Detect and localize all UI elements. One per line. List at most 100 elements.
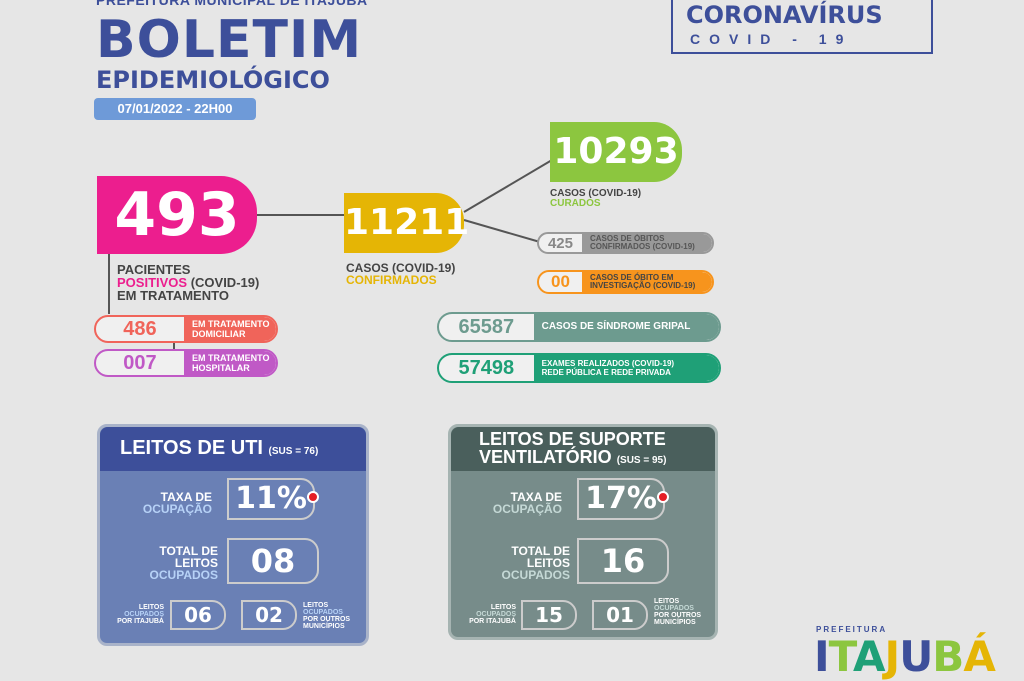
deaths-value: 425: [547, 234, 573, 252]
confirmed-label-2: CONFIRMADOS: [346, 273, 437, 287]
vent-title-2: VENTILATÓRIO: [479, 447, 612, 467]
home-treatment-label: EM TRATAMENTO DOMICILIAR: [183, 317, 276, 341]
covid-badge-title: CORONAVÍRUS: [686, 1, 883, 29]
deaths-investigation-label-2: INVESTIGAÇÃO (COVID-19): [589, 281, 696, 290]
logo-letter: B: [932, 632, 964, 681]
deaths-investigation-value: 00: [551, 272, 570, 291]
vent-itajuba-label-3: POR ITAJUBÁ: [469, 618, 516, 625]
uti-rate-label-1: TAXA DE: [160, 490, 212, 504]
positive-label: POSITIVOS: [117, 275, 188, 290]
vent-title-1: LEITOS DE SUPORTE: [479, 429, 666, 449]
exams-label-1: EXAMES REALIZADOS (COVID-19): [541, 359, 675, 368]
uti-others-label: LEITOS OCUPADOS POR OUTROS MUNICÍPIOS: [303, 602, 363, 630]
logo-letter: I: [814, 632, 830, 681]
vent-others-value: 01: [592, 600, 648, 630]
logo-letter: T: [828, 632, 854, 681]
home-treatment-pill: 486 EM TRATAMENTO DOMICILIAR: [94, 315, 278, 343]
connector-lines: [463, 159, 553, 243]
page-title: BOLETIM: [96, 10, 363, 70]
deaths-label-1: CASOS DE ÓBITOS: [589, 234, 665, 243]
connector-line: [108, 254, 110, 314]
covid-label: (COVID-19): [187, 275, 260, 290]
vent-others-label-2: OCUPADOS: [654, 605, 694, 612]
uti-rate-label-2: OCUPAÇÃO: [142, 502, 212, 516]
uti-itajuba-label-3: POR ITAJUBÁ: [117, 618, 164, 625]
treatment-count: 493: [97, 176, 257, 254]
uti-total-label-1: TOTAL DE: [159, 544, 218, 558]
deaths-label: CASOS DE ÓBITOS CONFIRMADOS (COVID-19): [581, 234, 712, 252]
hospital-label-2: HOSPITALAR: [191, 363, 250, 373]
exams-label-2: REDE PÚBLICA E REDE PRIVADA: [541, 368, 671, 377]
uti-total-label-3: OCUPADOS: [149, 568, 218, 582]
vent-itajuba-label-2: OCUPADOS: [476, 611, 516, 618]
vent-total-label: TOTAL DE LEITOS OCUPADOS: [480, 545, 570, 581]
treatment-label-1: PACIENTES: [117, 262, 191, 277]
uti-panel: LEITOS DE UTI (SUS = 76): [97, 424, 369, 646]
flu-pill: 65587 CASOS DE SÍNDROME GRIPAL: [437, 312, 721, 342]
uti-itajuba-label-2: OCUPADOS: [124, 611, 164, 618]
exams-value: 57498: [458, 356, 515, 379]
alert-dot-icon: [307, 491, 319, 503]
connector-line: [257, 214, 345, 216]
vent-panel-header: LEITOS DE SUPORTE VENTILATÓRIO (SUS = 95…: [451, 427, 715, 471]
logo-itajuba: ITAJUBÁ: [814, 632, 996, 681]
vent-itajuba-label: LEITOS OCUPADOS POR ITAJUBÁ: [458, 604, 516, 625]
uti-rate-value: 11%: [227, 478, 315, 520]
uti-itajuba-label: LEITOS OCUPADOS POR ITAJUBÁ: [106, 604, 164, 625]
hospital-treatment-value: 007: [123, 351, 157, 374]
uti-title: LEITOS DE UTI: [120, 437, 263, 459]
vent-total-label-3: OCUPADOS: [501, 568, 570, 582]
vent-itajuba-value: 15: [521, 600, 577, 630]
uti-total-label: TOTAL DE LEITOS OCUPADOS: [130, 545, 218, 581]
deaths-label-2: CONFIRMADOS (COVID-19): [589, 242, 695, 251]
vent-sus: (SUS = 95): [616, 455, 667, 466]
deaths-pill: 425 CASOS DE ÓBITOS CONFIRMADOS (COVID-1…: [537, 232, 714, 254]
municipality-label: PREFEITURA MUNICIPAL DE ITAJUBÁ: [96, 0, 368, 8]
vent-others-label-3: POR OUTROS: [654, 612, 702, 619]
uti-rate-label: TAXA DE OCUPAÇÃO: [130, 491, 212, 515]
alert-dot-icon: [657, 491, 669, 503]
uti-others-label-2: OCUPADOS: [303, 609, 343, 616]
vent-itajuba-label-1: LEITOS: [490, 604, 516, 611]
flu-value: 65587: [458, 315, 515, 338]
uti-panel-header: LEITOS DE UTI (SUS = 76): [100, 427, 366, 471]
home-treatment-value: 486: [123, 317, 157, 340]
deaths-investigation-pill: 00 CASOS DE ÓBITO EM INVESTIGAÇÃO (COVID…: [537, 270, 714, 294]
vent-rate-value: 17%: [577, 478, 665, 520]
flu-label: CASOS DE SÍNDROME GRIPAL: [533, 314, 719, 340]
home-label-2: DOMICILIAR: [191, 329, 246, 339]
deaths-investigation-label: CASOS DE ÓBITO EM INVESTIGAÇÃO (COVID-19…: [581, 272, 712, 292]
hospital-treatment-label: EM TRATAMENTO HOSPITALAR: [183, 351, 276, 375]
vent-rate-label-1: TAXA DE: [510, 490, 562, 504]
uti-total-label-2: LEITOS: [174, 556, 218, 570]
uti-sus: (SUS = 76): [268, 446, 319, 457]
vent-panel: LEITOS DE SUPORTE VENTILATÓRIO (SUS = 95…: [448, 424, 718, 640]
connector-line: [463, 159, 553, 213]
page-subtitle: EPIDEMIOLÓGICO: [96, 66, 330, 94]
confirmed-count: 11211: [344, 193, 469, 253]
logo-letter: U: [899, 632, 933, 681]
date-badge: 07/01/2022 - 22H00: [94, 98, 256, 120]
logo-letter: Á: [963, 632, 996, 681]
logo-prefeitura: PREFEITURA: [816, 625, 888, 634]
recovered-label-2: CURADOS: [550, 198, 601, 209]
treatment-label-3: EM TRATAMENTO: [117, 288, 229, 303]
vent-total-label-2: LEITOS: [526, 556, 570, 570]
connector-line: [463, 219, 541, 243]
uti-others-label-3: POR OUTROS: [303, 616, 351, 623]
vent-others-label-1: LEITOS: [654, 598, 680, 605]
vent-rate-label: TAXA DE OCUPAÇÃO: [480, 491, 562, 515]
uti-others-label-4: MUNICÍPIOS: [303, 623, 345, 630]
logo-letter: A: [853, 632, 886, 681]
treatment-label-2: POSITIVOS (COVID-19): [117, 276, 259, 290]
hospital-label-1: EM TRATAMENTO: [191, 353, 270, 363]
connector-line: [173, 338, 175, 352]
deaths-investigation-label-1: CASOS DE ÓBITO EM: [589, 273, 674, 282]
uti-total-value: 08: [227, 538, 319, 584]
covid-badge-subtitle: COVID - 19: [690, 31, 853, 47]
hospital-treatment-pill: 007 EM TRATAMENTO HOSPITALAR: [94, 349, 278, 377]
uti-others-value: 02: [241, 600, 297, 630]
uti-itajuba-value: 06: [170, 600, 226, 630]
vent-total-label-1: TOTAL DE: [511, 544, 570, 558]
vent-rate-label-2: OCUPAÇÃO: [492, 502, 562, 516]
